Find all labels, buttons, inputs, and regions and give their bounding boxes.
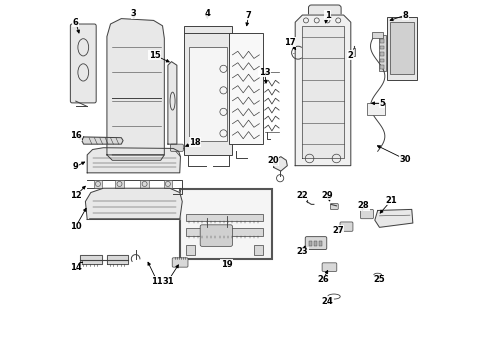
Text: 16: 16 <box>70 131 82 140</box>
Bar <box>367 103 385 116</box>
Bar <box>186 228 263 235</box>
Bar <box>180 189 272 259</box>
Bar <box>309 241 313 246</box>
Bar <box>140 180 149 188</box>
Bar <box>380 59 385 62</box>
Text: 11: 11 <box>151 276 163 285</box>
FancyBboxPatch shape <box>330 204 338 210</box>
FancyBboxPatch shape <box>309 5 341 43</box>
Text: 2: 2 <box>348 51 354 60</box>
Bar <box>164 180 172 188</box>
Polygon shape <box>274 157 287 171</box>
Bar <box>254 244 263 255</box>
Bar <box>390 22 414 74</box>
FancyBboxPatch shape <box>171 144 183 151</box>
Text: 24: 24 <box>321 297 333 306</box>
Text: 9: 9 <box>73 162 78 171</box>
Polygon shape <box>87 148 180 173</box>
Polygon shape <box>375 210 413 227</box>
FancyBboxPatch shape <box>200 225 232 246</box>
Text: 31: 31 <box>162 276 174 285</box>
Polygon shape <box>295 15 351 166</box>
Text: 5: 5 <box>379 99 385 108</box>
Text: 15: 15 <box>149 51 161 60</box>
Text: 22: 22 <box>296 190 308 199</box>
Text: 17: 17 <box>284 38 295 47</box>
Bar <box>115 180 124 188</box>
Text: 20: 20 <box>267 157 279 166</box>
Bar <box>94 180 102 188</box>
Bar <box>229 33 263 144</box>
Polygon shape <box>80 255 101 264</box>
Text: 8: 8 <box>403 10 409 19</box>
Bar <box>186 214 263 221</box>
Polygon shape <box>85 188 182 220</box>
Text: 29: 29 <box>321 190 333 199</box>
Text: 4: 4 <box>204 9 210 18</box>
Polygon shape <box>302 26 344 158</box>
Text: 26: 26 <box>318 275 329 284</box>
Text: 10: 10 <box>70 222 81 231</box>
Text: 28: 28 <box>358 201 369 210</box>
FancyBboxPatch shape <box>305 237 327 249</box>
Text: 14: 14 <box>70 264 82 273</box>
Text: 23: 23 <box>296 247 308 256</box>
FancyBboxPatch shape <box>71 24 96 103</box>
Bar <box>380 46 385 49</box>
Bar <box>372 32 383 39</box>
Polygon shape <box>107 255 128 264</box>
FancyBboxPatch shape <box>322 263 337 271</box>
Text: 18: 18 <box>189 138 200 147</box>
Polygon shape <box>82 137 123 144</box>
Bar <box>387 17 417 80</box>
Text: 1: 1 <box>324 10 330 19</box>
Text: 30: 30 <box>400 155 412 164</box>
Text: 6: 6 <box>73 18 79 27</box>
FancyBboxPatch shape <box>361 210 373 219</box>
Text: 13: 13 <box>259 68 270 77</box>
Bar <box>314 241 318 246</box>
Text: 3: 3 <box>131 9 137 18</box>
Bar <box>353 48 355 56</box>
Text: 21: 21 <box>386 196 397 205</box>
Bar <box>380 52 385 56</box>
Bar <box>379 35 386 71</box>
Polygon shape <box>168 62 177 144</box>
Polygon shape <box>107 19 164 155</box>
Bar <box>186 244 195 255</box>
Bar <box>190 47 227 140</box>
Text: 19: 19 <box>220 260 232 269</box>
Text: 27: 27 <box>332 226 344 235</box>
FancyBboxPatch shape <box>340 222 353 231</box>
Bar <box>380 40 385 43</box>
FancyBboxPatch shape <box>172 258 188 267</box>
Bar <box>184 26 232 155</box>
Bar <box>319 241 322 246</box>
Bar <box>380 65 385 69</box>
Text: 7: 7 <box>245 10 251 19</box>
Text: 25: 25 <box>373 275 385 284</box>
Text: 12: 12 <box>70 191 82 200</box>
